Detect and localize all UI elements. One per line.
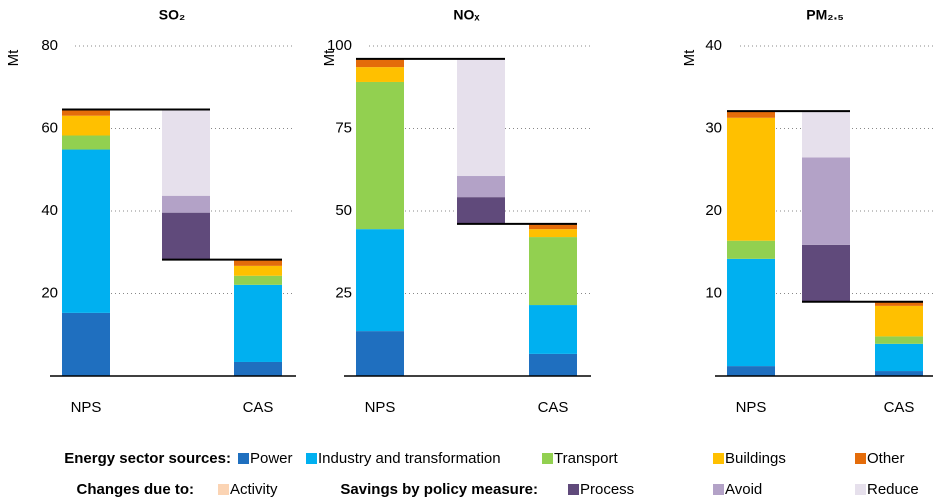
legend-swatch (238, 453, 249, 464)
bar-segment (529, 229, 577, 238)
chart-title: NOₓ (453, 7, 480, 23)
x-tick-label: NPS (71, 399, 102, 416)
bar-segment (529, 353, 577, 376)
legend-label: Industry and transformation (318, 450, 501, 467)
legend-swatch (306, 453, 317, 464)
bar-segment (234, 265, 282, 276)
chart-title: PM₂.₅ (806, 7, 844, 23)
y-axis-label: Mt (5, 49, 22, 66)
y-axis-label: Mt (681, 49, 698, 66)
y-tick-label: 75 (335, 119, 352, 136)
legend-group-label: Energy sector sources: (64, 450, 231, 467)
bar-segment (802, 244, 850, 302)
y-tick-label: 60 (41, 119, 58, 136)
legend-label: Other (867, 450, 905, 467)
y-tick-label: 40 (705, 37, 722, 54)
x-tick-label: CAS (538, 399, 569, 416)
bar-segment (529, 223, 577, 230)
x-tick-label: CAS (243, 399, 274, 416)
bar-segment (356, 67, 404, 82)
bar-segment (356, 331, 404, 376)
bar-segment (62, 135, 110, 150)
bar-segment (727, 366, 775, 376)
bar-segment (457, 58, 505, 177)
legend-label: Transport (554, 450, 618, 467)
y-tick-label: 20 (705, 202, 722, 219)
legend-swatch (568, 484, 579, 495)
legend-label: Power (250, 450, 293, 467)
bar-segment (457, 176, 505, 198)
bar-segment (529, 237, 577, 306)
bar-segment (62, 149, 110, 313)
legend-label: Activity (230, 481, 278, 498)
x-tick-label: CAS (884, 399, 915, 416)
bar-segment (234, 284, 282, 362)
legend-label: Process (580, 481, 634, 498)
legend-swatch (542, 453, 553, 464)
bar-segment (727, 240, 775, 259)
y-tick-label: 50 (335, 202, 352, 219)
bar-segment (234, 259, 282, 266)
bar-segment (356, 58, 404, 68)
y-tick-label: 30 (705, 119, 722, 136)
legend-swatch (855, 453, 866, 464)
bar-segment (62, 312, 110, 376)
bar-segment (234, 275, 282, 285)
bar-segment (875, 305, 923, 337)
bar-segment (727, 117, 775, 241)
bar-segment (802, 157, 850, 245)
legend-label: Reduce (867, 481, 919, 498)
bar-segment (162, 212, 210, 260)
y-tick-label: 10 (705, 284, 722, 301)
legend-swatch (713, 453, 724, 464)
legend-label: Buildings (725, 450, 786, 467)
bar-segment (875, 343, 923, 372)
legend-swatch (713, 484, 724, 495)
bar-segment (875, 301, 923, 306)
bar-segment (727, 111, 775, 118)
bar-segment (875, 336, 923, 344)
legend-swatch (855, 484, 866, 495)
legend-group-label: Changes due to: (76, 481, 194, 498)
bar-segment (875, 371, 923, 376)
legend-swatch (218, 484, 229, 495)
bar-segment (234, 361, 282, 376)
bar-segment (356, 229, 404, 332)
y-tick-label: 80 (41, 37, 58, 54)
bar-segment (457, 197, 505, 224)
legend-label: Avoid (725, 481, 762, 498)
bar-segment (62, 115, 110, 136)
y-tick-label: 100 (327, 37, 352, 54)
x-tick-label: NPS (736, 399, 767, 416)
y-tick-label: 20 (41, 284, 58, 301)
y-tick-label: 25 (335, 284, 352, 301)
legend-group-label: Savings by policy measure: (340, 481, 538, 498)
x-tick-label: NPS (365, 399, 396, 416)
y-axis-label: Mt (321, 49, 338, 66)
chart-title: SO₂ (159, 7, 185, 23)
bar-segment (802, 111, 850, 158)
bar-segment (162, 109, 210, 196)
bar-segment (162, 195, 210, 213)
bar-segment (356, 81, 404, 230)
bar-segment (529, 305, 577, 354)
bar-segment (727, 258, 775, 367)
y-tick-label: 40 (41, 202, 58, 219)
bar-segment (62, 109, 110, 116)
